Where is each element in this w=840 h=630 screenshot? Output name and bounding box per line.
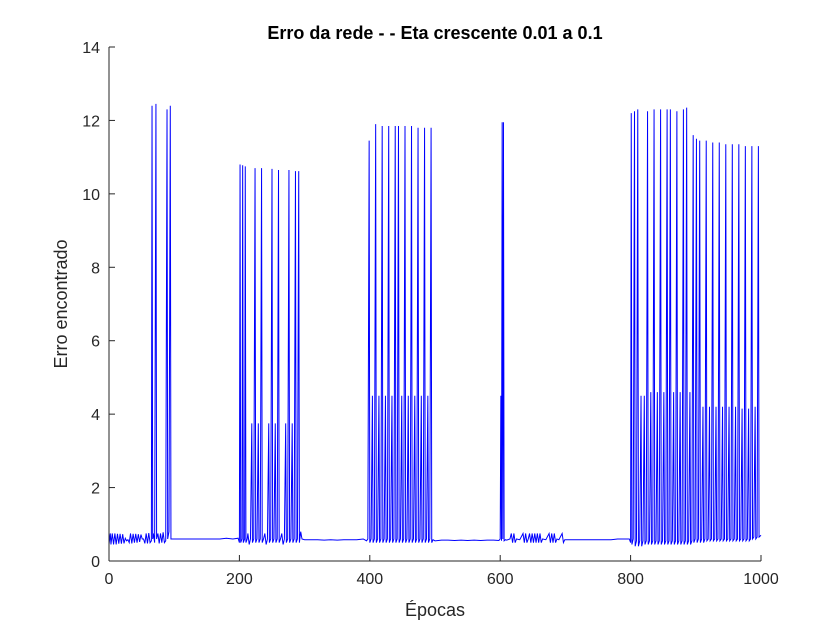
axis-layer <box>108 47 761 562</box>
y-tick-label: 0 <box>91 554 100 571</box>
series-line-0 <box>108 103 762 547</box>
y-tick-label: 8 <box>91 260 100 277</box>
x-tick-label: 800 <box>617 571 644 588</box>
x-axis-label: Épocas <box>405 600 465 620</box>
y-axis-label: Erro encontrado <box>51 239 71 368</box>
y-tick-label: 14 <box>82 40 100 57</box>
y-tick-label: 6 <box>91 334 100 351</box>
tick-layer: 0 200 400 600 800 1000 0 2 4 6 8 10 12 14 <box>82 40 779 588</box>
y-tick-label: 12 <box>82 113 100 130</box>
y-tick-label: 2 <box>91 481 100 498</box>
x-tick-label: 0 <box>105 571 114 588</box>
x-tick-label: 400 <box>356 571 383 588</box>
x-tick-label: 600 <box>487 571 514 588</box>
x-tick-label: 1000 <box>743 571 779 588</box>
chart-title: Erro da rede - - Eta crescente 0.01 a 0.… <box>267 23 602 43</box>
y-tick-label: 10 <box>82 187 100 204</box>
x-tick-label: 200 <box>226 571 253 588</box>
plot-background <box>109 47 761 561</box>
series-layer <box>108 103 762 547</box>
y-tick-label: 4 <box>91 407 100 424</box>
